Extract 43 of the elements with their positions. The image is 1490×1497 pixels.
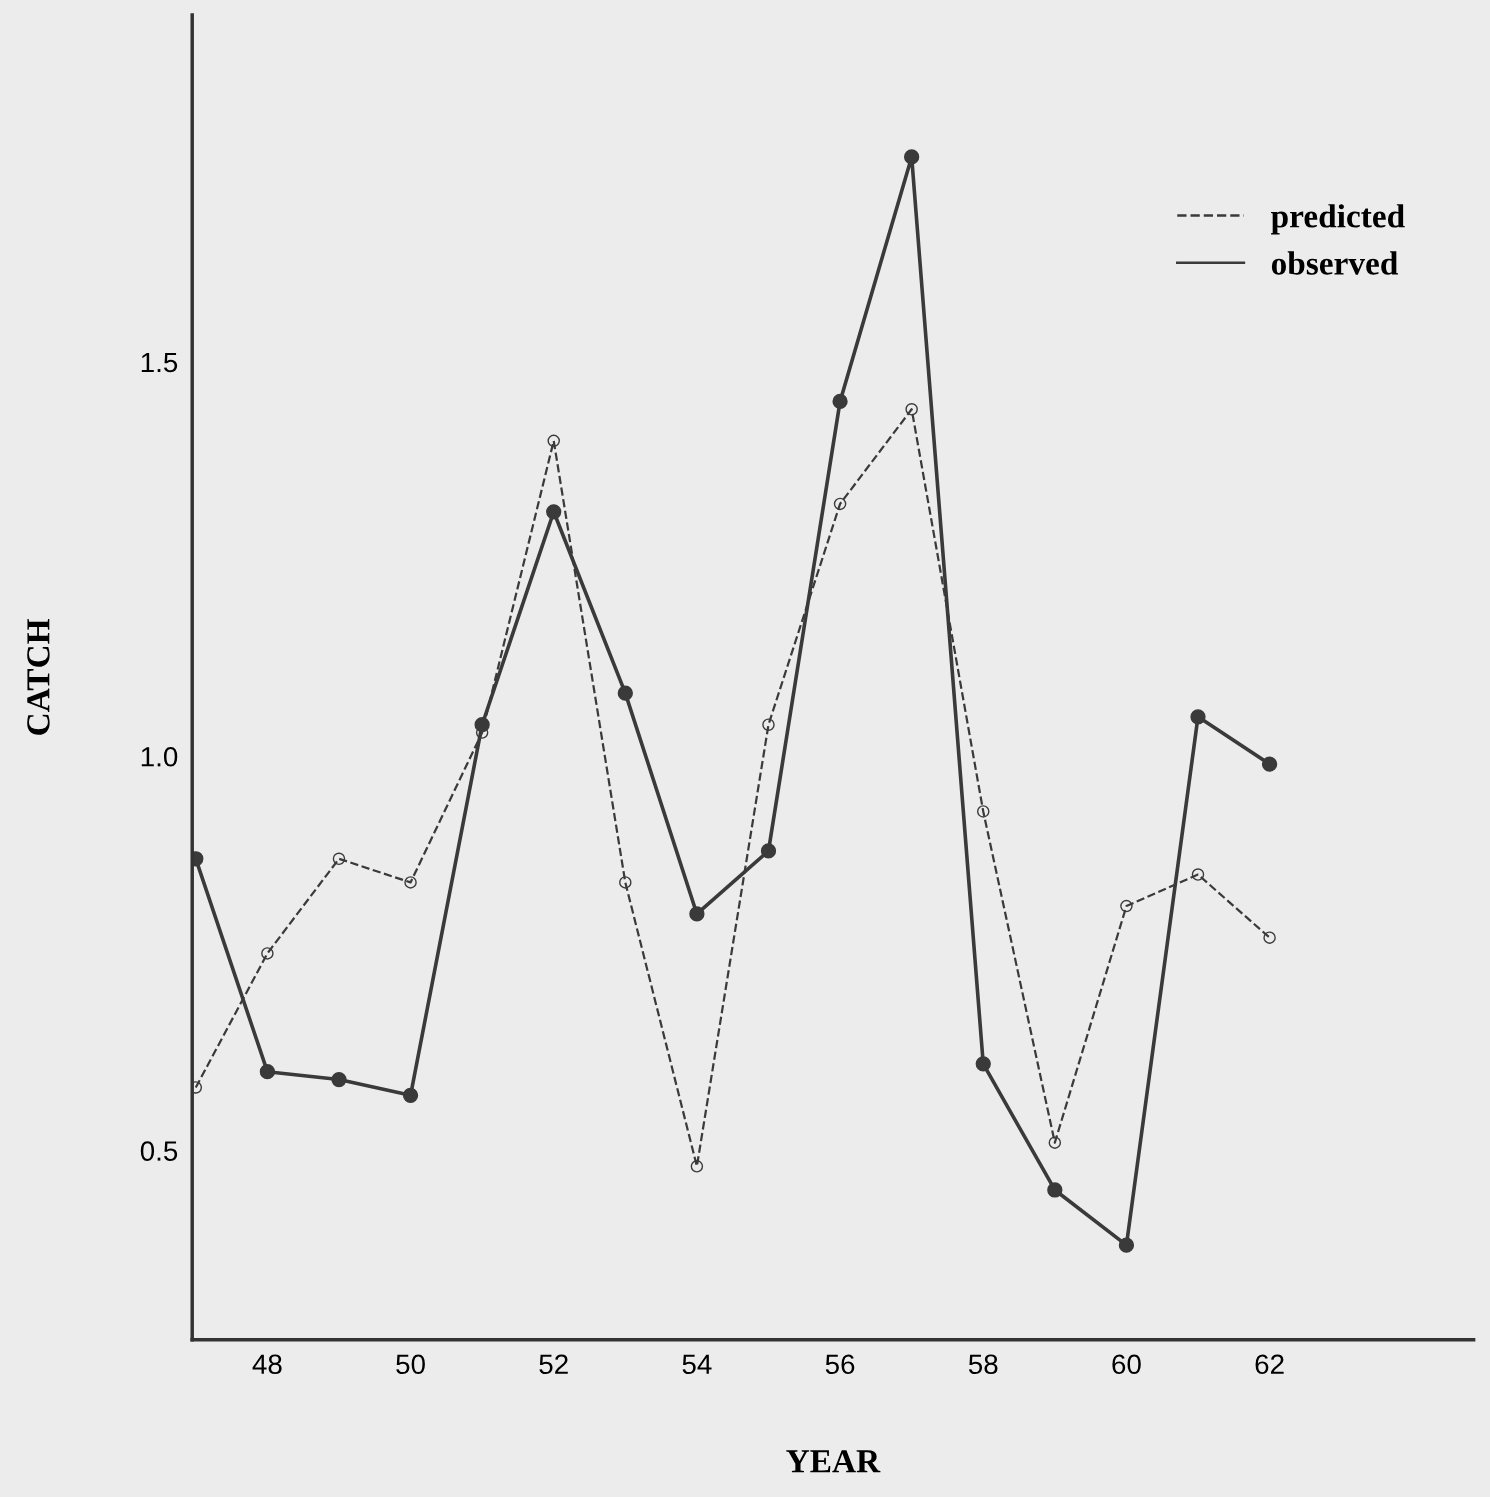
y-tick-label: 1.0 — [141, 746, 178, 767]
point — [760, 843, 777, 859]
point — [617, 685, 633, 701]
point — [1120, 899, 1133, 913]
point — [975, 1056, 991, 1072]
point — [1048, 1136, 1062, 1149]
legend-label: predicted — [1271, 204, 1405, 235]
point — [546, 504, 562, 520]
point — [1263, 931, 1276, 944]
point — [905, 403, 918, 416]
x-tick-label: 60 — [1112, 1354, 1141, 1375]
x-axis-title: YEAR — [786, 1450, 881, 1473]
x-tick-label: 58 — [968, 1354, 998, 1375]
point — [762, 718, 775, 731]
point — [1191, 868, 1205, 881]
point — [404, 876, 417, 889]
y-tick-label: 1.5 — [141, 352, 178, 373]
y-axis-title: CATCH — [27, 618, 50, 735]
point — [402, 1087, 419, 1103]
point — [833, 497, 847, 511]
point — [1261, 756, 1278, 772]
y-tick-label: 0.5 — [140, 1141, 178, 1161]
x-tick-label: 48 — [252, 1354, 282, 1375]
point — [259, 1064, 276, 1080]
x-tick-label: 52 — [539, 1354, 568, 1375]
point — [261, 947, 274, 960]
point — [832, 393, 848, 410]
point — [904, 149, 920, 165]
x-tick-label: 50 — [396, 1354, 425, 1375]
point — [689, 906, 705, 922]
legend-label: observed — [1271, 251, 1398, 275]
point — [1118, 1237, 1135, 1253]
point — [619, 876, 632, 889]
x-tick-label: 54 — [682, 1354, 712, 1375]
point — [1047, 1182, 1063, 1198]
point — [332, 852, 346, 866]
point — [976, 805, 990, 818]
point — [331, 1071, 347, 1088]
point — [690, 1160, 704, 1173]
point — [1190, 709, 1206, 725]
x-tick-label: 56 — [825, 1354, 855, 1375]
x-tick-label: 62 — [1255, 1354, 1284, 1375]
point — [547, 434, 560, 448]
